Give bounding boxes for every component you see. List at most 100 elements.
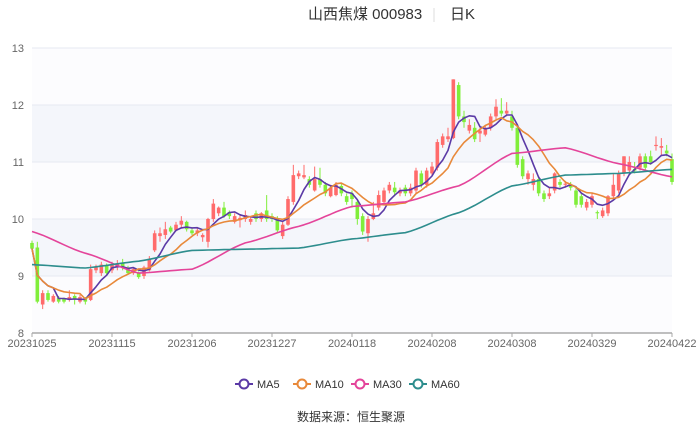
plot-band [32,48,672,105]
candle-up [467,119,472,134]
legend-item-ma30[interactable]: MA30 [351,378,402,391]
candle-body [83,298,88,302]
candle-body [664,150,669,154]
y-tick-label: 8 [18,328,24,340]
y-tick-label: 11 [13,157,24,169]
candle-up [504,102,509,117]
candle-up [638,153,642,171]
candles [30,79,674,310]
legend-item-ma60[interactable]: MA60 [409,378,460,391]
candle-down [648,150,653,165]
plot-band [32,276,672,333]
candle-body [478,130,482,134]
candle-body [136,273,141,278]
legend: MA5 MA10 MA30 MA60 [235,378,460,391]
candle-body [147,258,152,271]
candle-body [99,264,104,274]
candle-body [579,196,584,205]
candle-down [254,210,258,222]
x-tick-label: 20231025 [8,338,57,350]
candle-up [200,233,205,242]
candle-body [216,207,221,214]
y-tick-label: 9 [18,271,24,283]
candle-body [542,193,546,200]
candle-body [616,173,621,191]
candle-body [104,265,109,274]
legend-item-ma10[interactable]: MA10 [293,378,344,391]
x-axis: 20231025 20231115 20231206 20231227 20240118… [8,332,696,350]
x-tick-label: 20231227 [248,338,297,350]
candle-up [376,190,381,211]
data-source: 数据来源： 恒生聚源 [297,409,405,424]
candle-body [40,293,45,305]
candle-body [51,295,56,302]
candle-up [206,217,210,248]
period-label[interactable]: 日K [450,6,475,23]
ma-lines [31,114,673,301]
candle-body [366,219,370,234]
candle-body [296,173,301,177]
candle-body [392,187,397,193]
ma60-line [31,168,673,269]
candle-body [275,219,280,231]
candle-body [248,219,253,222]
candle-body [648,156,653,162]
candle-down [392,181,397,197]
candle-body [174,224,178,231]
candle-body [600,210,605,217]
candle-body [611,184,616,197]
candle-up [584,199,589,211]
plot-background [32,48,672,333]
candle-down [222,201,226,218]
x-tick-label: 20240329 [568,338,617,350]
candle-body [62,298,66,302]
candle-down [323,181,328,197]
candle-up [302,164,306,180]
plot-band [32,105,672,162]
candle-body [264,210,269,219]
candle-body [286,199,290,225]
legend-circle-icon [412,378,424,390]
candle-body [424,170,429,185]
candle-body [558,181,562,185]
y-tick-label: 12 [12,100,24,112]
candle-body [323,184,328,194]
candle-up [414,167,418,194]
candle-up [494,99,498,120]
x-tick-label: 20240308 [488,338,537,350]
candle-body [30,242,34,249]
candle-up [654,136,658,151]
candle-body [638,156,642,168]
candle-body [440,136,445,145]
candle-up [398,187,402,197]
candle-up [158,227,162,242]
candle-body [163,229,168,235]
candle-body [568,184,573,188]
candle-body [387,184,392,191]
source-name: 恒生聚源 [357,410,405,424]
candle-up [616,170,621,194]
legend-circle-icon [238,378,250,390]
candle-up [590,193,594,208]
candle-down [542,190,546,202]
candle-body [184,221,189,230]
legend-label: MA10 [315,379,344,391]
candle-up [424,167,429,188]
candle-up [211,199,216,222]
legend-circle-icon [354,378,366,390]
candle-body [152,233,157,251]
candle-body [563,183,568,185]
candle-body [574,190,578,205]
candle-up [232,213,237,224]
candle-body [435,142,440,168]
candle-up [51,294,56,303]
candle-up [286,196,290,226]
candle-body [547,193,552,197]
candle-down [568,181,573,191]
candle-down [536,176,541,197]
candle-body [94,267,98,271]
y-tick-label: 13 [12,43,24,55]
legend-item-ma5[interactable]: MA5 [235,378,280,391]
candle-up [382,187,386,205]
candle-up [440,133,445,148]
